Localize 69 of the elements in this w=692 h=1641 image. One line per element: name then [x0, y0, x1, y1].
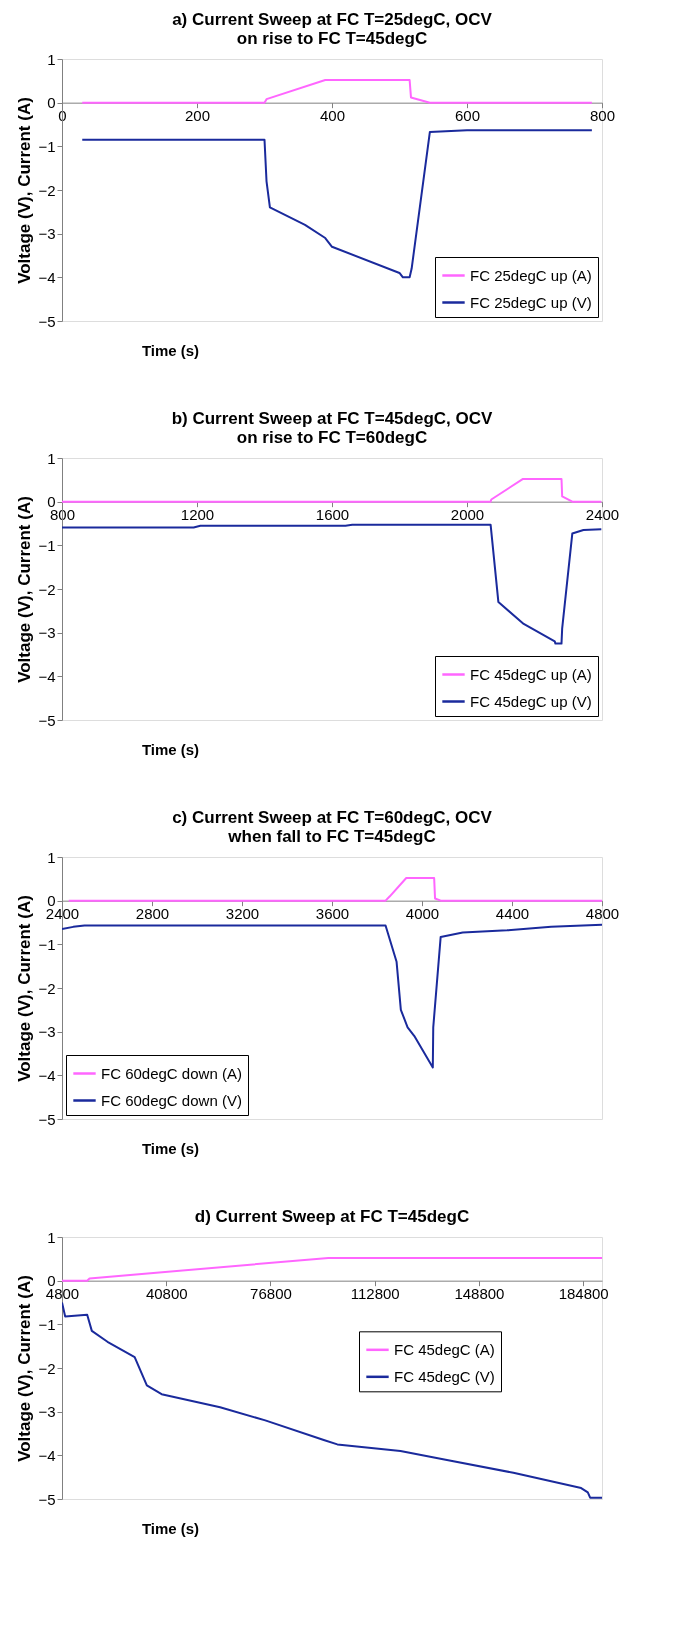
- y-tick-label: −2: [38, 1359, 56, 1377]
- x-axis-title: Time (s): [141, 1139, 200, 1157]
- y-tick-label: −1: [38, 137, 56, 155]
- y-tick-label: −1: [38, 536, 56, 554]
- y-axis-title: Voltage (V), Current (A): [15, 97, 35, 284]
- x-axis-title: Time (s): [141, 1519, 200, 1537]
- y-tick-label: −3: [38, 1023, 56, 1041]
- y-tick-label: −2: [38, 181, 56, 199]
- x-tick-label: 1600: [315, 506, 350, 524]
- x-tick-label: 800: [589, 107, 616, 125]
- legend-label: FC 45degC up (V): [470, 692, 592, 710]
- y-tick-label: −4: [38, 1066, 56, 1084]
- x-tick-label: 4800: [585, 905, 620, 923]
- y-tick-label: 1: [47, 1228, 56, 1246]
- x-tick-label: 3600: [315, 905, 350, 923]
- y-tick-label: −3: [38, 624, 56, 642]
- y-tick-label: −2: [38, 979, 56, 997]
- chart-title: b) Current Sweep at FC T=45degC, OCV on rise to FC T=60degC: [171, 409, 493, 447]
- y-tick-label: −5: [38, 1110, 56, 1128]
- x-tick-label: 400: [319, 107, 346, 125]
- x-tick-label: 2000: [450, 506, 485, 524]
- x-axis-title: Time (s): [141, 740, 200, 758]
- y-tick-label: −4: [38, 667, 56, 685]
- chart-title: c) Current Sweep at FC T=60degC, OCV when fall to FC T=45degC: [172, 808, 493, 846]
- x-tick-label: 4400: [495, 905, 530, 923]
- line-series: [62, 1301, 602, 1499]
- legend-label: FC 60degC down (A): [101, 1064, 242, 1082]
- legend-label: FC 45degC (V): [394, 1367, 495, 1385]
- y-tick-label: −1: [38, 1315, 56, 1333]
- y-tick-label: −3: [38, 1403, 56, 1421]
- y-tick-label: −4: [38, 268, 56, 286]
- x-axis-title: Time (s): [141, 341, 200, 359]
- y-tick-label: 1: [47, 848, 56, 866]
- y-tick-label: −5: [38, 1490, 56, 1508]
- legend-label: FC 25degC up (A): [470, 266, 592, 284]
- x-tick-label: 1200: [180, 506, 215, 524]
- x-tick-label: 148800: [454, 1285, 505, 1303]
- y-tick-label: −5: [38, 711, 56, 729]
- y-tick-label: −5: [38, 312, 56, 330]
- legend-label: FC 25degC up (V): [470, 293, 592, 311]
- y-tick-label: 0: [47, 94, 56, 112]
- x-tick-label: 40800: [145, 1285, 188, 1303]
- chart-title: d) Current Sweep at FC T=45degC: [194, 1207, 470, 1226]
- y-tick-label: −3: [38, 225, 56, 243]
- x-tick-label: 184800: [558, 1285, 609, 1303]
- line-series: [81, 78, 593, 104]
- x-tick-label: 200: [184, 107, 211, 125]
- legend-label: FC 60degC down (V): [101, 1091, 242, 1109]
- x-tick-label: 600: [454, 107, 481, 125]
- x-tick-label: 3200: [225, 905, 260, 923]
- x-tick-label: 2400: [585, 506, 620, 524]
- y-tick-label: −4: [38, 1446, 56, 1464]
- y-tick-label: −2: [38, 580, 56, 598]
- line-series: [67, 876, 602, 902]
- line-series: [62, 923, 602, 1069]
- legend-label: FC 45degC up (A): [470, 665, 592, 683]
- y-tick-label: 1: [47, 449, 56, 467]
- y-axis-title: Voltage (V), Current (A): [15, 496, 35, 683]
- y-axis-title: Voltage (V), Current (A): [15, 895, 35, 1082]
- x-tick-label: 2800: [135, 905, 170, 923]
- line-series: [62, 523, 602, 645]
- y-tick-label: −1: [38, 935, 56, 953]
- chart-title: a) Current Sweep at FC T=25degC, OCV on rise to FC T=45degC: [172, 10, 493, 48]
- legend-label: FC 45degC (A): [394, 1340, 495, 1358]
- x-tick-label: 76800: [250, 1285, 292, 1303]
- x-tick-label: 112800: [350, 1285, 400, 1303]
- y-axis-title: Voltage (V), Current (A): [15, 1275, 35, 1462]
- y-tick-label: 1: [47, 50, 56, 68]
- x-tick-label: 4000: [405, 905, 440, 923]
